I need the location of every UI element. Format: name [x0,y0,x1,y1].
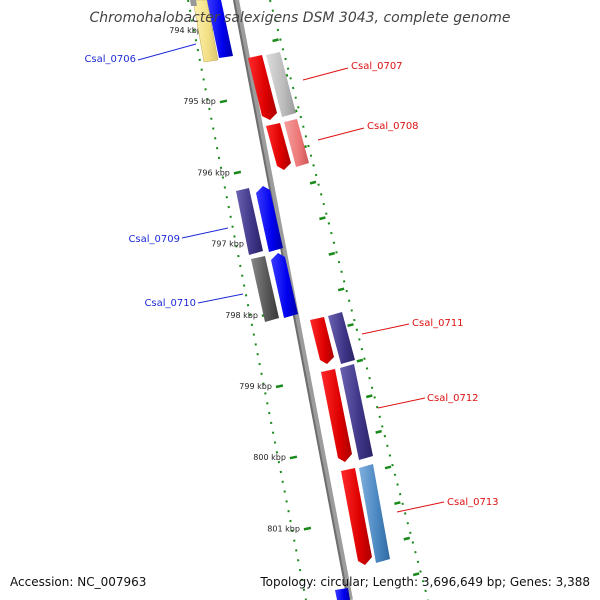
axis-tick-label: 801 kbp [267,524,300,533]
outer-tick [347,323,354,328]
gene-block-csal-0707[interactable] [248,55,277,120]
gene-label-csal-0708[interactable]: Csal_0708 [367,121,419,132]
gene-block-csal-0712[interactable] [321,369,352,462]
gene-block-csal-0706[interactable] [207,0,233,58]
gene-label-csal-0713[interactable]: Csal_0713 [447,497,499,508]
gene-block-csal-0708[interactable] [266,123,291,170]
gene-label-csal-0712[interactable]: Csal_0712 [427,393,479,404]
outer-tick [309,180,317,185]
axis-tick-label: 797 kbp [211,240,244,249]
callout-line-csal-0712 [377,397,426,409]
gene-callouts: Csal_0706 Csal_0707 Csal_0708 Csal_0709 … [84,43,499,513]
outer-tick [356,358,364,363]
gene-block-csal-0711-related[interactable] [328,312,355,364]
gene-blocks [190,0,390,600]
gene-block-csal-0712-related[interactable] [340,364,373,460]
callout-line-csal-0708 [317,127,365,141]
gene-label-csal-0709[interactable]: Csal_0709 [128,234,180,245]
gene-label-csal-0706[interactable]: Csal_0706 [84,54,136,65]
outer-tick [403,536,411,541]
callout-line-csal-0709 [181,227,229,239]
callout-line-csal-0713 [396,501,445,513]
outer-tick [328,251,336,256]
outer-tick [272,38,279,43]
outer-tick [319,216,326,221]
left-boundary-dotted-line [187,0,307,600]
map-title: Chromohalobacter salexigens DSM 3043, co… [89,10,511,26]
axis-tick-marks [205,28,420,577]
outer-tick [375,429,382,434]
axis-tick-label: 800 kbp [253,453,286,462]
gene-label-csal-0711[interactable]: Csal_0711 [412,318,464,329]
axis-tick [233,170,242,175]
gene-block-csal-0710[interactable] [271,253,298,318]
axis-tick-label: 798 kbp [225,311,258,320]
outer-tick [384,465,392,470]
gene-block-csal-0707-related[interactable] [266,52,296,117]
gene-block-csal-0709-related[interactable] [236,188,263,255]
gene-block-csal-0711[interactable] [310,317,334,364]
gene-label-csal-0707[interactable]: Csal_0707 [351,61,403,72]
gene-block-bottom-partial [335,588,350,600]
gene-block-csal-0708-related[interactable] [284,119,309,167]
genome-stats-text: Topology: circular; Length: 3,696,649 bp… [260,575,590,589]
gene-label-csal-0710[interactable]: Csal_0710 [144,298,196,309]
gene-block-csal-0709[interactable] [256,186,283,252]
axis-tick [289,455,298,460]
outer-tick [365,394,373,399]
axis-tick [275,384,284,389]
gene-block-csal-0713[interactable] [341,468,372,565]
axis-tick [303,526,312,531]
axis-tick-labels: 794 kbp 795 kbp 796 kbp 797 kbp 798 kbp 799 k… [169,26,300,533]
callout-line-csal-0707 [302,67,349,81]
axis-tick [219,99,228,104]
gene-block-csal-0706-gray-top [190,0,197,6]
axis-tick-label: 795 kbp [183,97,216,106]
axis-tick-label: 799 kbp [239,382,272,391]
right-boundary-dotted-line [269,0,429,600]
callout-line-csal-0706 [137,43,197,61]
gene-block-csal-0713-related[interactable] [359,464,390,563]
callout-line-csal-0711 [361,323,410,335]
callout-line-csal-0710 [197,293,244,304]
axis-tick-label: 796 kbp [197,168,230,177]
accession-text: Accession: NC_007963 [10,575,147,589]
outer-tick [412,572,420,577]
outer-tick [337,287,345,292]
gene-block-csal-0710-related[interactable] [251,256,279,322]
outer-tick [394,501,401,506]
gene-block-csal-0706-related[interactable] [192,0,219,63]
axis-tick-label: 794 kbp [169,26,202,35]
